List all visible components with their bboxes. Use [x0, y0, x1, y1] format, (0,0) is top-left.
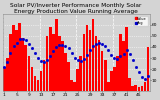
- Bar: [67, 62, 70, 91]
- Bar: [12, 25, 15, 91]
- Bar: [49, 27, 52, 91]
- Bar: [89, 30, 91, 91]
- Bar: [147, 47, 149, 91]
- Bar: [31, 67, 33, 91]
- Bar: [141, 86, 143, 91]
- Bar: [92, 19, 94, 91]
- Bar: [52, 34, 55, 91]
- Bar: [104, 60, 107, 91]
- Bar: [113, 67, 116, 91]
- Bar: [131, 86, 134, 91]
- Bar: [116, 56, 119, 91]
- Bar: [21, 38, 24, 91]
- Bar: [122, 42, 125, 91]
- Bar: [119, 34, 122, 91]
- Bar: [73, 82, 76, 91]
- Bar: [144, 82, 146, 91]
- Bar: [101, 51, 104, 91]
- Bar: [37, 80, 39, 91]
- Bar: [125, 27, 128, 91]
- Bar: [70, 80, 73, 91]
- Legend: Value, Avg: Value, Avg: [134, 16, 148, 26]
- Bar: [128, 78, 131, 91]
- Bar: [18, 23, 21, 91]
- Bar: [83, 34, 85, 91]
- Bar: [58, 36, 61, 91]
- Bar: [76, 69, 79, 91]
- Bar: [9, 34, 12, 91]
- Bar: [28, 56, 30, 91]
- Bar: [55, 19, 58, 91]
- Bar: [46, 36, 48, 91]
- Bar: [6, 58, 9, 91]
- Bar: [15, 30, 18, 91]
- Bar: [98, 40, 100, 91]
- Bar: [80, 56, 82, 91]
- Bar: [138, 87, 140, 91]
- Bar: [24, 45, 27, 91]
- Bar: [43, 60, 45, 91]
- Bar: [34, 76, 36, 91]
- Bar: [134, 84, 137, 91]
- Bar: [64, 52, 67, 91]
- Bar: [95, 36, 97, 91]
- Bar: [107, 82, 110, 91]
- Bar: [40, 71, 42, 91]
- Bar: [110, 71, 113, 91]
- Bar: [86, 25, 88, 91]
- Bar: [3, 67, 6, 91]
- Bar: [61, 42, 64, 91]
- Title: Solar PV/Inverter Performance Monthly Solar Energy Production Value Running Aver: Solar PV/Inverter Performance Monthly So…: [11, 3, 142, 14]
